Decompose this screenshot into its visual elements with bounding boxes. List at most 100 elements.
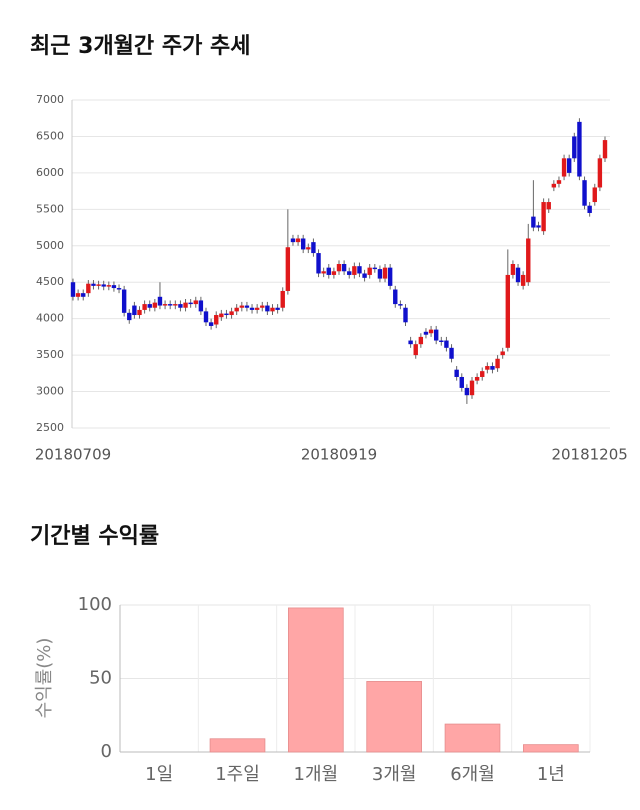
- bar: [288, 607, 344, 753]
- candle-body: [203, 311, 209, 323]
- candle-body: [372, 267, 378, 270]
- candle-body: [214, 315, 219, 325]
- candle-body: [280, 290, 285, 308]
- candle-body: [531, 216, 536, 228]
- candle-body: [398, 304, 403, 306]
- candle-body: [418, 336, 424, 345]
- candle-body: [249, 307, 255, 310]
- candle-body: [541, 202, 546, 232]
- candle-body: [454, 369, 459, 377]
- x-tick-label: 20180709: [35, 446, 111, 464]
- candle-body: [219, 313, 224, 318]
- candle-body: [111, 285, 117, 289]
- candle-body: [546, 202, 551, 210]
- y-tick-label: 5500: [36, 202, 64, 215]
- candle-body: [587, 205, 592, 213]
- candle-body: [183, 302, 188, 308]
- candle-body: [485, 366, 490, 370]
- candle-body: [152, 302, 158, 308]
- bar: [523, 744, 579, 753]
- candle-body: [566, 158, 572, 173]
- candle-body: [121, 289, 127, 313]
- x-tick-label: 1일: [145, 764, 173, 785]
- candle-body: [224, 313, 229, 316]
- candle-body: [285, 247, 291, 291]
- candle-body: [347, 271, 352, 275]
- candle-body: [592, 187, 597, 203]
- candle-body: [311, 242, 316, 254]
- candle-body: [367, 267, 372, 275]
- y-tick-label: 50: [89, 668, 112, 689]
- candle-body: [515, 267, 521, 283]
- candle-body: [551, 183, 557, 188]
- section-title: 기간별 수익률: [30, 524, 159, 549]
- candle-body: [408, 340, 413, 345]
- candle-body: [326, 267, 331, 275]
- candle-body: [510, 264, 516, 275]
- candle-body: [178, 304, 183, 308]
- candle-body: [582, 180, 587, 206]
- candle-body: [306, 247, 311, 250]
- candle-body: [480, 371, 485, 377]
- x-tick-label: 1개월: [294, 764, 339, 785]
- candle-body: [244, 305, 250, 308]
- candle-body: [439, 340, 444, 342]
- candle-body: [321, 271, 326, 274]
- candle-body: [500, 351, 505, 356]
- candle-body: [260, 305, 265, 308]
- candle-body: [403, 307, 408, 323]
- candle-body: [536, 225, 541, 228]
- y-tick-label: 2500: [36, 421, 64, 434]
- y-tick-label: 7000: [36, 93, 64, 106]
- candle-body: [300, 238, 306, 250]
- bar: [444, 723, 501, 753]
- candle-body: [357, 266, 362, 274]
- candle-body: [234, 307, 239, 312]
- y-tick-label: 6000: [36, 166, 64, 179]
- candle-body: [173, 304, 178, 306]
- candle-body: [101, 284, 106, 287]
- candle-body: [561, 158, 567, 177]
- candle-body: [336, 264, 342, 272]
- y-tick-label: 4000: [36, 312, 64, 325]
- candle-body: [295, 238, 301, 243]
- candle-body: [162, 304, 168, 306]
- y-tick-label: 4500: [36, 275, 64, 288]
- x-tick-label: 20180919: [301, 446, 377, 464]
- y-tick-label: 3000: [36, 385, 64, 398]
- candle-body: [464, 387, 470, 396]
- candle-body: [352, 266, 357, 275]
- candle-body: [423, 331, 429, 335]
- candle-body: [474, 376, 480, 381]
- candle-body: [193, 300, 198, 305]
- y-tick-label: 6500: [36, 129, 64, 142]
- candle-body: [81, 293, 86, 297]
- candle-body: [157, 296, 163, 306]
- y-tick-label: 5000: [36, 239, 64, 252]
- candle-body: [96, 284, 101, 286]
- candle-body: [382, 267, 388, 279]
- candle-body: [229, 311, 234, 316]
- candle-body: [254, 307, 260, 310]
- candle-body: [331, 271, 337, 275]
- candle-body: [556, 180, 562, 184]
- candle-body: [520, 274, 526, 286]
- y-tick-label: 3500: [36, 348, 64, 361]
- candle-body: [142, 304, 147, 310]
- candle-body: [433, 329, 439, 341]
- candle-body: [91, 283, 96, 286]
- candle-body: [377, 269, 383, 279]
- candle-body: [265, 305, 270, 312]
- candle-body: [526, 238, 531, 283]
- candle-body: [316, 253, 321, 274]
- candle-body: [505, 274, 511, 348]
- candle-body: [444, 340, 449, 348]
- candle-body: [75, 293, 81, 297]
- y-tick-label: 100: [78, 594, 112, 615]
- bar: [209, 738, 266, 753]
- candle-body: [188, 302, 193, 305]
- candle-body: [341, 264, 347, 272]
- x-tick-label: 1주일: [215, 764, 260, 785]
- candle-body: [275, 307, 280, 310]
